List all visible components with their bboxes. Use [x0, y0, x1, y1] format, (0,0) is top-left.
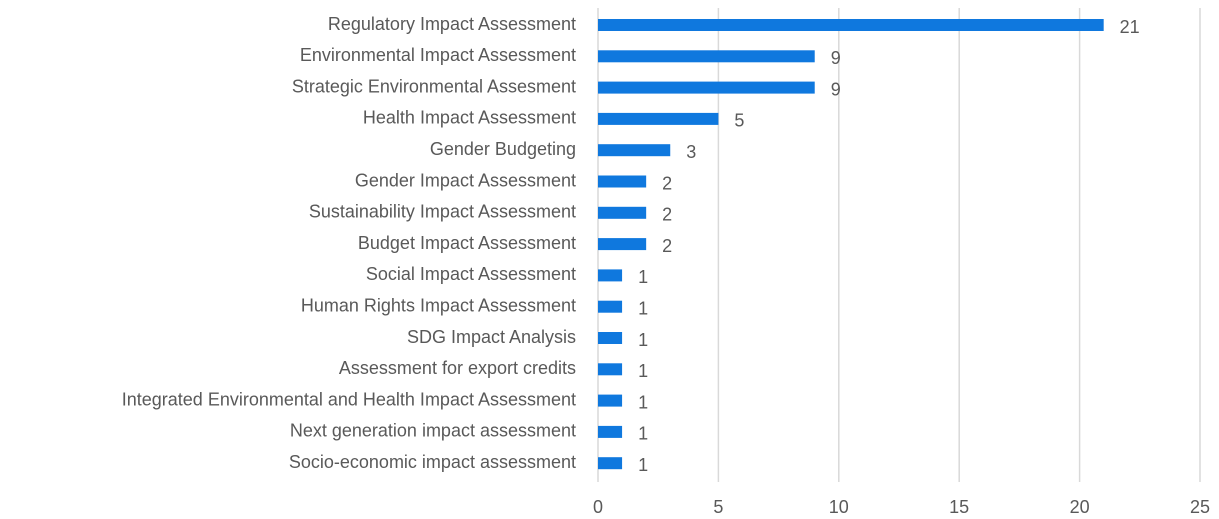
x-tick-label: 0: [593, 497, 603, 517]
y-tick-label: Sustainability Impact Assessment: [309, 202, 576, 222]
data-label: 2: [662, 236, 672, 256]
data-label: 9: [831, 48, 841, 68]
bar: [598, 238, 647, 251]
bar: [598, 144, 671, 157]
data-label: 9: [831, 79, 841, 99]
y-tick-label: Environmental Impact Assessment: [300, 45, 576, 65]
y-tick-label: Gender Impact Assessment: [355, 170, 576, 190]
data-label: 1: [638, 424, 648, 444]
data-label: 1: [638, 361, 648, 381]
y-tick-label: Socio-economic impact assessment: [289, 452, 576, 472]
bar: [598, 457, 623, 470]
bar: [598, 112, 719, 125]
data-label: 1: [638, 330, 648, 350]
bar: [598, 206, 647, 219]
y-tick-label: Regulatory Impact Assessment: [328, 14, 576, 34]
x-tick-label: 20: [1070, 497, 1090, 517]
x-tick-label: 10: [829, 497, 849, 517]
y-tick-label: Integrated Environmental and Health Impa…: [122, 389, 576, 409]
bar: [598, 50, 815, 63]
y-tick-label: Health Impact Assessment: [363, 108, 576, 128]
data-label: 1: [638, 267, 648, 287]
data-label: 1: [638, 455, 648, 475]
data-label: 21: [1120, 17, 1140, 37]
bar: [598, 19, 1104, 31]
y-tick-label: Gender Budgeting: [430, 139, 576, 159]
x-tick-label: 15: [949, 497, 969, 517]
bar: [598, 363, 623, 376]
data-label: 5: [734, 111, 744, 131]
y-tick-label: Social Impact Assessment: [366, 264, 576, 284]
bar: [598, 175, 647, 188]
data-label: 1: [638, 392, 648, 412]
y-tick-label: Strategic Environmental Assesment: [292, 76, 576, 96]
bar: [598, 425, 623, 438]
data-label: 3: [686, 142, 696, 162]
data-label: 2: [662, 173, 672, 193]
y-tick-label: Human Rights Impact Assessment: [301, 295, 576, 315]
y-tick-label: SDG Impact Analysis: [407, 327, 576, 347]
data-label: 2: [662, 205, 672, 225]
y-tick-label: Budget Impact Assessment: [358, 233, 576, 253]
bar: [598, 332, 623, 344]
bar: [598, 269, 623, 282]
y-tick-label: Assessment for export credits: [339, 358, 576, 378]
x-tick-label: 25: [1190, 497, 1210, 517]
bar: [598, 394, 623, 407]
bar: [598, 81, 815, 94]
x-tick-label: 5: [713, 497, 723, 517]
data-label: 1: [638, 298, 648, 318]
y-tick-label: Next generation impact assessment: [290, 421, 576, 441]
bar: [598, 300, 623, 313]
